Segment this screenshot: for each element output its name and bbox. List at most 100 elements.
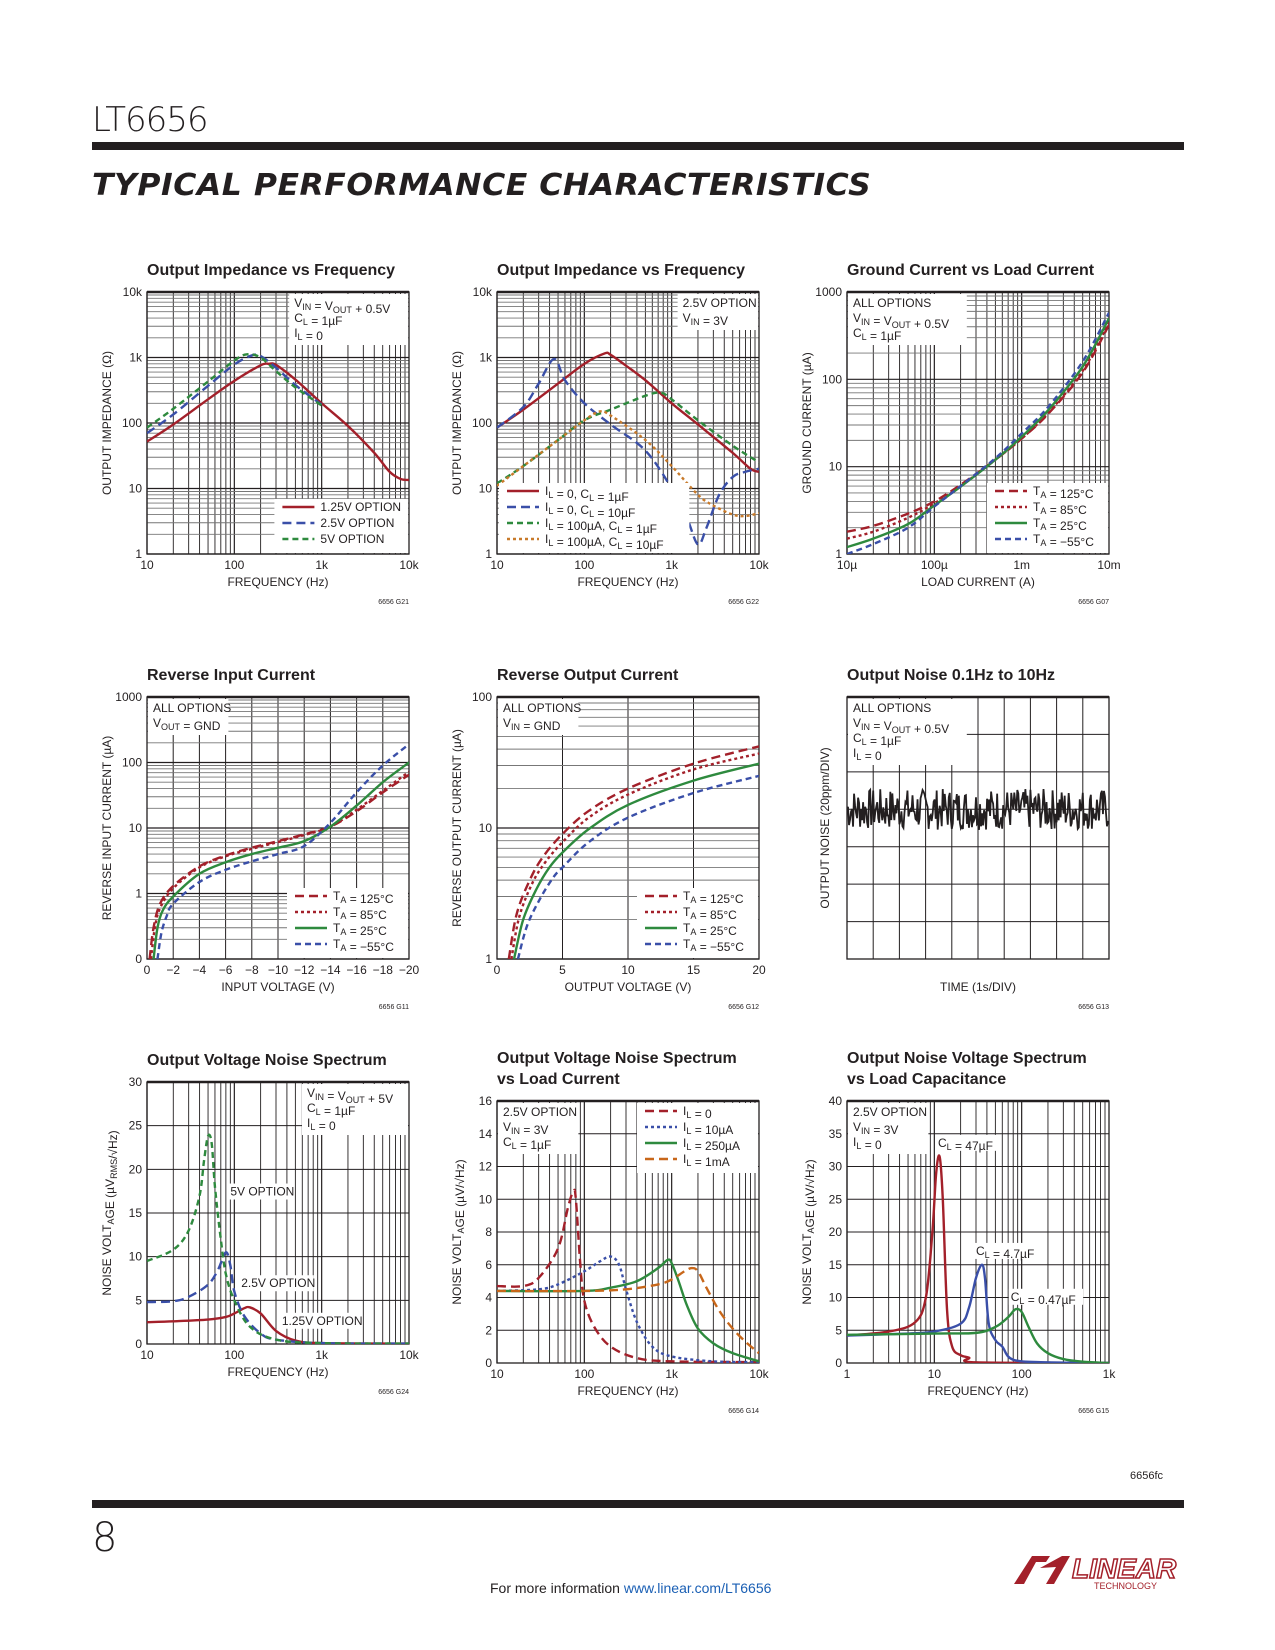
chart-svg: Output Noise Voltage Spectrum vs Load Cap… (800, 1050, 1116, 1415)
y-axis-label: OUTPUT IMPEDANCE (Ω) (100, 351, 114, 495)
annotation-line: ALL OPTIONS (503, 701, 581, 715)
inline-label: CL = 47µF (938, 1136, 993, 1153)
series-group (847, 1154, 1109, 1363)
y-tick-label: 1k (479, 351, 493, 365)
annotation-line: VIN = 3V (853, 1120, 898, 1137)
y-axis-label: OUTPUT NOISE (20ppm/DIV) (818, 747, 832, 908)
y-tick-label: 100 (122, 756, 142, 770)
series-line-1 (147, 353, 323, 435)
x-tick-label: −20 (399, 963, 420, 977)
y-tick-label: 20 (829, 1225, 843, 1239)
x-tick-label: −14 (320, 963, 341, 977)
y-tick-label: 25 (129, 1119, 143, 1133)
y-tick-label: 10 (479, 1192, 493, 1206)
legend-label: TA = 25°C (1033, 516, 1087, 533)
chart-svg: Output Voltage Noise Spectrum vs Load Cur… (450, 1050, 770, 1415)
x-tick-label: 100 (1012, 1367, 1032, 1381)
y-tick-label: 10 (129, 821, 143, 835)
y-axis-label: NOISE VOLTAGE (µVRMS/√Hz) (100, 1130, 120, 1295)
series-line-2 (847, 1307, 1109, 1363)
x-axis-label: LOAD CURRENT (A) (921, 575, 1035, 589)
legend-box (637, 1103, 758, 1173)
x-tick-label: 10k (399, 558, 419, 572)
annotation-box (848, 294, 967, 345)
inline-label-bg (974, 1242, 1043, 1259)
legend-label: 2.5V OPTION (320, 516, 394, 530)
x-tick-label: 15 (687, 963, 701, 977)
y-tick-label: 20 (129, 1162, 143, 1176)
chart-noise-vs-load-capacitance: Output Noise Voltage Spectrum vs Load Cap… (795, 1045, 1125, 1415)
chart-reverse-output-current: Reverse Output Current ALL OPTIONS VIN = G… (445, 660, 775, 1025)
linear-technology-logo[interactable]: LINEAR TECHNOLOGY (1010, 1548, 1180, 1597)
y-tick-label: 15 (129, 1206, 143, 1220)
y-tick-label: 1 (135, 547, 142, 561)
legend-box (499, 483, 690, 553)
annotation-line: IL = 0 (307, 1116, 336, 1133)
x-axis-label: FREQUENCY (Hz) (227, 575, 328, 589)
series-line-0 (147, 1305, 409, 1344)
annotation-line: IL = 0 (294, 326, 323, 343)
legend-label: TA = 125°C (1033, 484, 1094, 501)
series-line-3 (497, 409, 759, 518)
x-tick-label: 10 (621, 963, 635, 977)
y-axis-label: NOISE VOLTAGE (µV/√Hz) (800, 1159, 817, 1304)
logo-text: LINEAR (1072, 1553, 1177, 1584)
inline-label: 2.5V OPTION (241, 1276, 315, 1290)
y-tick-label: 100 (472, 416, 492, 430)
annotation-line: 2.5V OPTION (503, 1105, 577, 1119)
x-tick-label: −10 (268, 963, 289, 977)
graph-id: 6656 G13 (1078, 1004, 1109, 1011)
annotation-box (848, 1103, 929, 1154)
chart-reverse-input-current: Reverse Input Current ALL OPTIONS VOUT = G… (95, 660, 425, 1025)
y-tick-label: 35 (829, 1127, 843, 1141)
chart-title: Reverse Input Current (147, 667, 316, 684)
y-axis-label: NOISE VOLTAGE (µV/√Hz) (450, 1159, 467, 1304)
x-tick-label: 10 (490, 558, 504, 572)
x-tick-label: −8 (245, 963, 259, 977)
y-tick-label: 100 (122, 416, 142, 430)
series-line-2 (497, 1258, 759, 1363)
x-tick-label: 10µ (837, 558, 857, 572)
series-line-2 (147, 352, 323, 429)
chart-output-impedance-options: Output Impedance vs Frequency VIN = VOUT … (95, 255, 425, 620)
annotation-line: 2.5V OPTION (853, 1105, 927, 1119)
graph-id: 6656 G21 (378, 599, 409, 606)
x-tick-label: 100 (224, 1348, 244, 1362)
x-tick-label: −4 (193, 963, 207, 977)
annotation-box (848, 699, 967, 765)
chart-title: Output Noise 0.1Hz to 10Hz (847, 667, 1055, 684)
graph-id: 6656 G11 (379, 1004, 409, 1011)
y-tick-label: 8 (485, 1225, 492, 1239)
x-tick-label: 1k (315, 558, 329, 572)
inline-label-bg (228, 1183, 290, 1200)
series-line-3 (156, 743, 409, 959)
x-axis-label: FREQUENCY (Hz) (927, 1384, 1028, 1398)
x-axis-label: INPUT VOLTAGE (V) (221, 980, 334, 994)
y-tick-label: 2 (485, 1323, 492, 1337)
chart-title: Output Voltage Noise Spectrum (147, 1052, 387, 1069)
inline-label: CL = 0.47µF (1011, 1290, 1076, 1307)
series-line-2 (152, 761, 409, 959)
annotation-line: ALL OPTIONS (853, 296, 931, 310)
chart-svg: Output Voltage Noise Spectrum VIN = VOUT … (100, 1052, 420, 1396)
header-rule (92, 142, 1184, 150)
y-axis-label: REVERSE OUTPUT CURRENT (µA) (450, 729, 464, 927)
series-line-1 (497, 357, 759, 546)
graph-id: 6656 G14 (728, 1408, 759, 1415)
x-tick-label: 1k (665, 1367, 679, 1381)
legend-label: TA = 85°C (333, 905, 387, 922)
y-tick-label: 1000 (115, 690, 142, 704)
logo-subtext: TECHNOLOGY (1094, 1581, 1157, 1591)
series-line-2 (512, 762, 759, 959)
x-tick-label: −6 (219, 963, 233, 977)
legend-box (287, 888, 408, 958)
annotation-line: VIN = VOUT + 0.5V (294, 296, 390, 316)
footer-link[interactable]: www.linear.com/LT6656 (623, 1580, 772, 1596)
series-line-0 (847, 787, 1109, 832)
x-tick-label: 10k (749, 558, 769, 572)
series-line-0 (148, 773, 409, 959)
x-axis-label: OUTPUT VOLTAGE (V) (565, 980, 692, 994)
x-tick-label: 100µ (921, 558, 948, 572)
y-tick-label: 10 (129, 482, 143, 496)
